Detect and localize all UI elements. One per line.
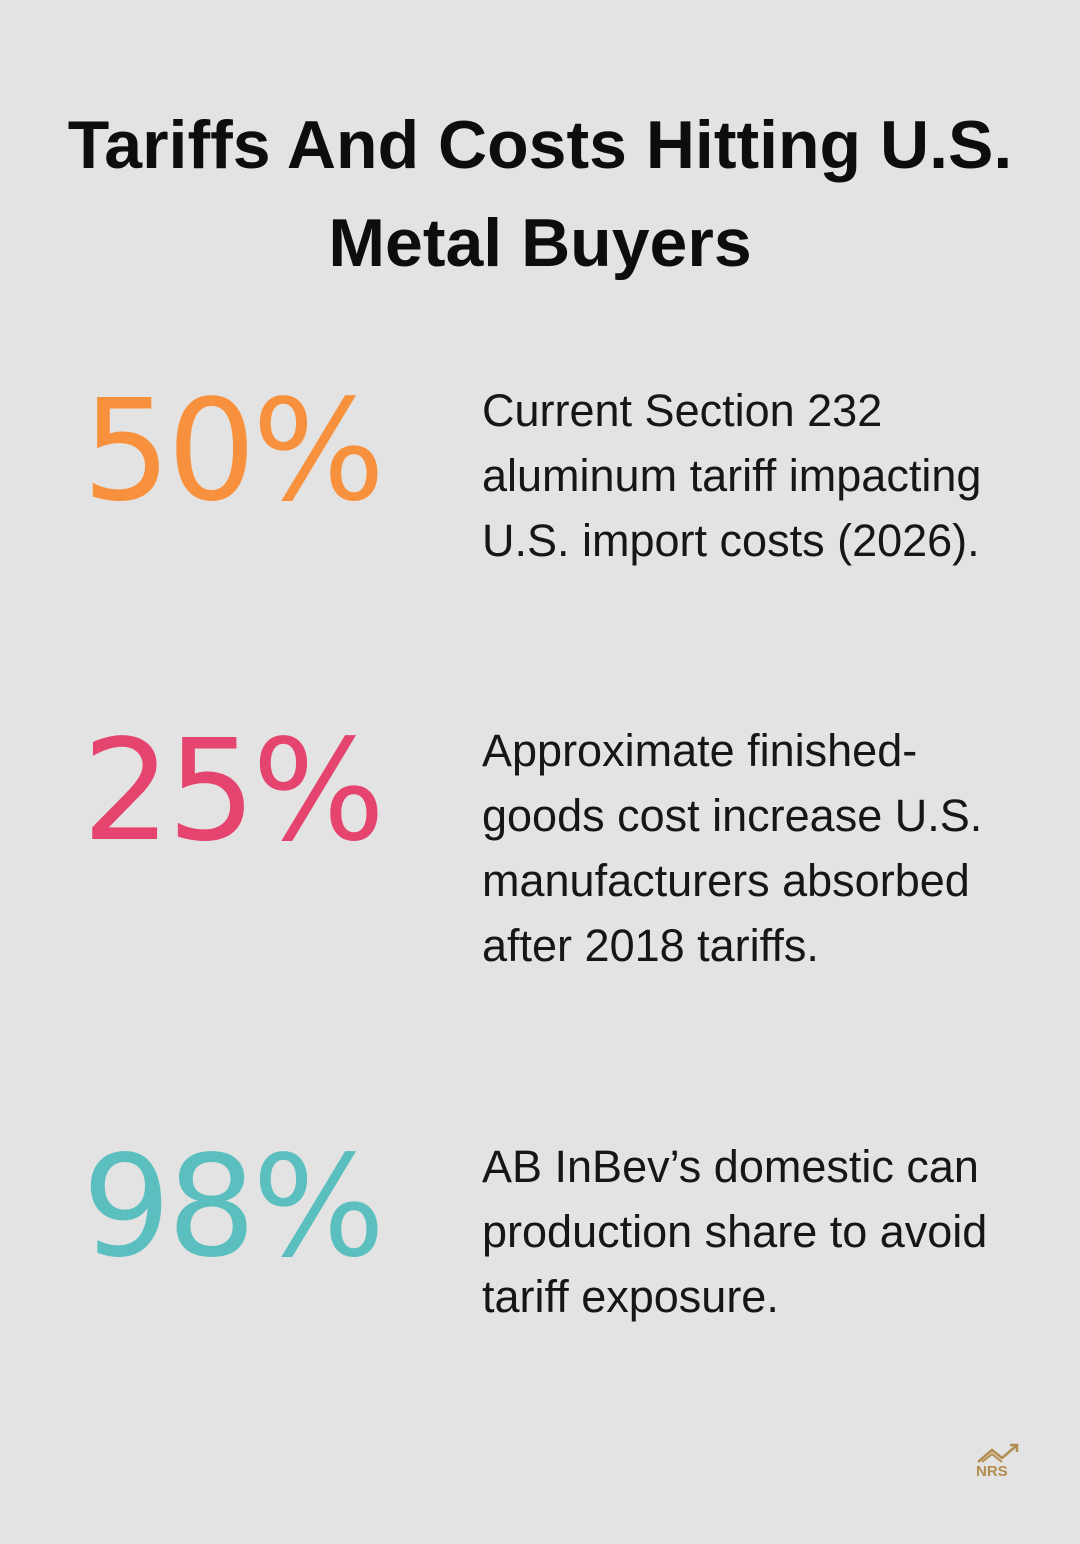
stat-description: AB InBev’s domestic can production share… — [482, 1141, 988, 1322]
logo-text: NRS — [976, 1463, 1008, 1480]
title: Tariffs And Costs Hitting U.S. Metal Buy… — [67, 107, 1013, 281]
stat-value: 50% — [82, 370, 385, 533]
logo-icon — [977, 1443, 1019, 1463]
stat-value: 25% — [82, 710, 385, 873]
stat-description: Current Section 232 aluminum tariff impa… — [482, 385, 982, 566]
stat-description: Approximate finished-goods cost increase… — [482, 725, 983, 971]
stat-value: 98% — [82, 1126, 385, 1289]
